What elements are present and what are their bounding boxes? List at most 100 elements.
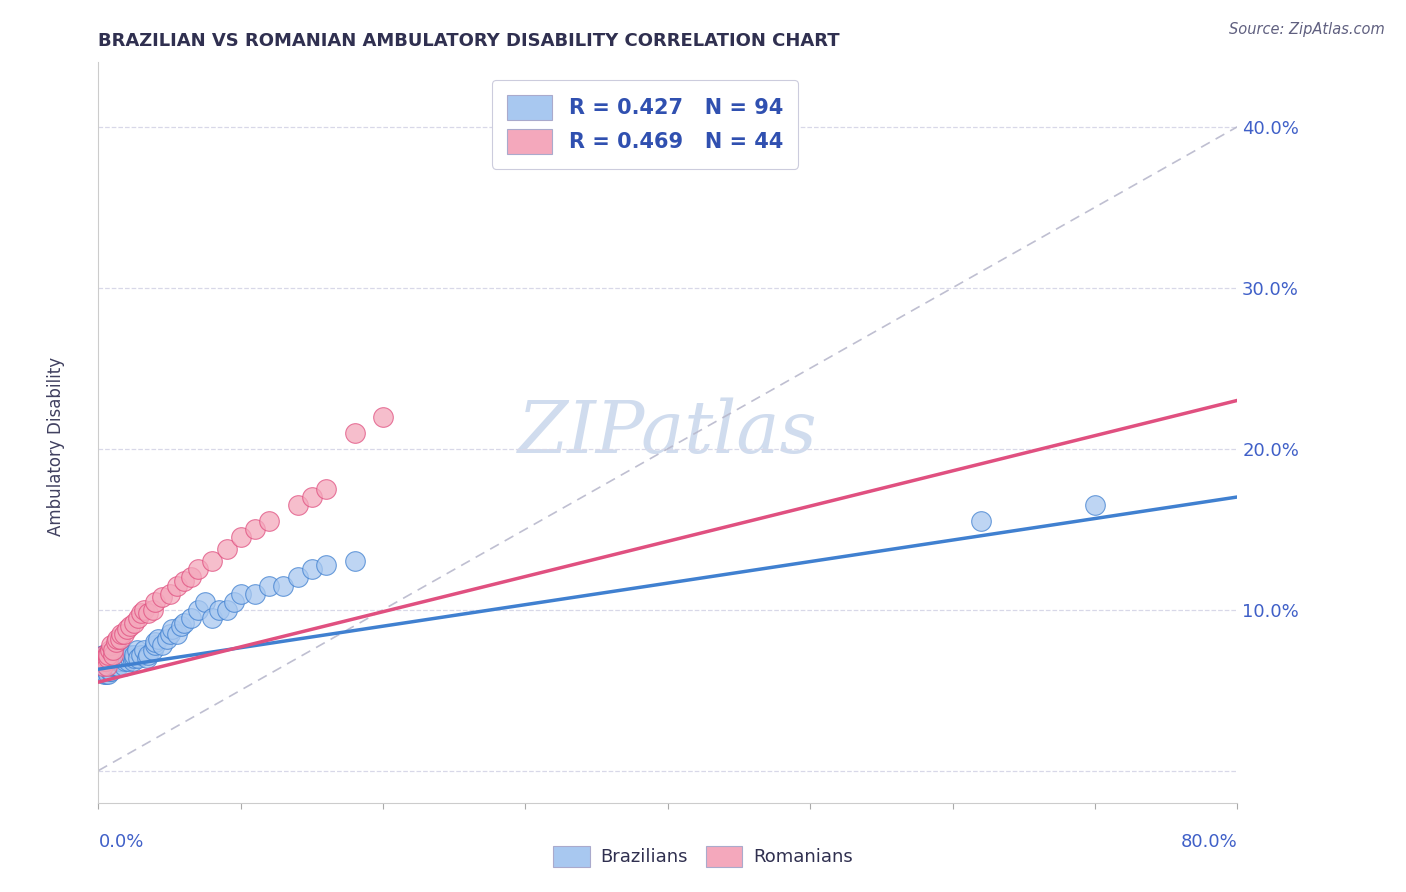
Legend: Brazilians, Romanians: Brazilians, Romanians xyxy=(546,838,860,874)
Point xyxy=(121,654,143,668)
Point xyxy=(97,648,120,662)
Point xyxy=(91,659,114,673)
Point xyxy=(215,602,238,616)
Point xyxy=(129,648,152,662)
Point xyxy=(201,610,224,624)
Point xyxy=(94,651,117,665)
Point xyxy=(96,654,118,668)
Point xyxy=(98,654,121,668)
Point xyxy=(97,659,120,673)
Point xyxy=(108,648,131,662)
Point xyxy=(97,667,120,681)
Point xyxy=(91,651,114,665)
Point xyxy=(105,654,128,668)
Point xyxy=(110,627,132,641)
Point xyxy=(104,635,127,649)
Point xyxy=(187,562,209,576)
Point xyxy=(115,648,138,662)
Point xyxy=(112,627,135,641)
Point xyxy=(122,648,145,662)
Point xyxy=(159,627,181,641)
Point xyxy=(101,659,124,673)
Point xyxy=(96,657,118,672)
Text: Source: ZipAtlas.com: Source: ZipAtlas.com xyxy=(1229,22,1385,37)
Point xyxy=(301,490,323,504)
Point xyxy=(98,664,121,678)
Point xyxy=(94,659,117,673)
Point xyxy=(98,651,121,665)
Point xyxy=(93,667,115,681)
Point xyxy=(94,654,117,668)
Point xyxy=(118,619,141,633)
Point xyxy=(104,654,127,668)
Point xyxy=(103,654,125,668)
Point xyxy=(141,643,163,657)
Point xyxy=(97,651,120,665)
Point xyxy=(162,622,184,636)
Point xyxy=(91,664,114,678)
Point xyxy=(96,648,118,662)
Point xyxy=(229,530,252,544)
Point xyxy=(94,654,117,668)
Point xyxy=(259,514,281,528)
Point xyxy=(94,662,117,676)
Point xyxy=(343,425,366,440)
Point xyxy=(136,606,159,620)
Point xyxy=(93,659,115,673)
Point xyxy=(152,590,174,604)
Point xyxy=(100,659,122,673)
Point xyxy=(93,651,115,665)
Point xyxy=(114,654,136,668)
Point xyxy=(93,654,115,668)
Point xyxy=(970,514,993,528)
Text: ZIPatlas: ZIPatlas xyxy=(517,397,818,468)
Point xyxy=(97,654,120,668)
Point xyxy=(98,659,121,673)
Point xyxy=(127,610,149,624)
Point xyxy=(145,638,167,652)
Point xyxy=(96,659,118,673)
Point xyxy=(301,562,323,576)
Point xyxy=(145,594,167,608)
Point xyxy=(103,659,125,673)
Point xyxy=(107,654,129,668)
Point xyxy=(173,615,195,630)
Point xyxy=(107,659,129,673)
Point xyxy=(166,627,188,641)
Point xyxy=(104,648,127,662)
Point xyxy=(100,654,122,668)
Point xyxy=(208,602,231,616)
Point xyxy=(243,586,266,600)
Point xyxy=(373,409,395,424)
Point xyxy=(94,651,117,665)
Point xyxy=(105,659,128,673)
Point xyxy=(120,648,142,662)
Text: BRAZILIAN VS ROMANIAN AMBULATORY DISABILITY CORRELATION CHART: BRAZILIAN VS ROMANIAN AMBULATORY DISABIL… xyxy=(98,32,839,50)
Point xyxy=(101,648,124,662)
Text: 0.0%: 0.0% xyxy=(98,833,143,851)
Point xyxy=(91,654,114,668)
Point xyxy=(115,622,138,636)
Text: 80.0%: 80.0% xyxy=(1181,833,1237,851)
Point xyxy=(96,651,118,665)
Point xyxy=(141,602,163,616)
Point xyxy=(112,659,135,673)
Point xyxy=(108,654,131,668)
Point xyxy=(287,498,309,512)
Point xyxy=(110,654,132,668)
Point xyxy=(101,648,124,662)
Point xyxy=(129,606,152,620)
Point xyxy=(91,659,114,673)
Point xyxy=(1084,498,1107,512)
Point xyxy=(132,643,155,657)
Point xyxy=(97,648,120,662)
Point xyxy=(94,667,117,681)
Point xyxy=(156,632,179,646)
Point xyxy=(122,615,145,630)
Point xyxy=(100,664,122,678)
Point xyxy=(173,574,195,588)
Point xyxy=(315,482,337,496)
Point xyxy=(166,578,188,592)
Point xyxy=(96,664,118,678)
Point xyxy=(148,632,170,646)
